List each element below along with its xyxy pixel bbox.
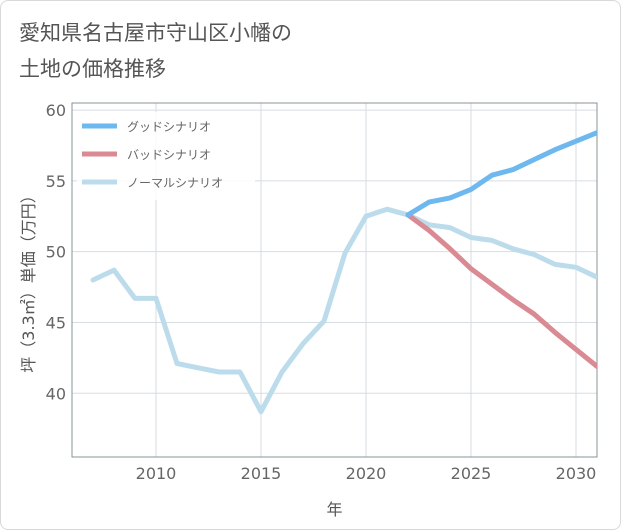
plot-frame — [71, 102, 598, 458]
chart-title: 愛知県名古屋市守山区小幡の 土地の価格推移 — [19, 15, 292, 87]
series-lines — [90, 130, 597, 415]
axes: 40 45 50 55 60 2010 2015 2020 2025 2030 — [46, 101, 598, 483]
y-axis-title: 坪（3.3㎡）単価（万円） — [19, 187, 38, 372]
y-tick-label: 60 — [46, 101, 66, 120]
y-tick-label: 50 — [46, 243, 66, 262]
x-tick-label: 2015 — [241, 464, 282, 483]
chart-title-line-1: 愛知県名古屋市守山区小幡の — [19, 21, 292, 45]
legend-label-2: ノーマルシナリオ — [127, 176, 223, 190]
legend-label-1: バッドシナリオ — [127, 148, 211, 162]
x-tick-label: 2025 — [451, 464, 492, 483]
chart-title-line-2: 土地の価格推移 — [19, 57, 166, 81]
y-tick-label: 45 — [46, 313, 66, 332]
x-tick-label: 2020 — [346, 464, 387, 483]
x-tick-label: 2010 — [136, 464, 177, 483]
series-line-1 — [405, 212, 597, 369]
x-axis-title: 年 — [326, 500, 342, 519]
y-tick-label: 55 — [46, 172, 66, 191]
series-line-2 — [90, 206, 597, 415]
y-tick-label: 40 — [46, 384, 66, 403]
series-line-0 — [405, 130, 597, 218]
legend-label-0: グッドシナリオ — [127, 120, 211, 134]
x-tick-label: 2030 — [556, 464, 597, 483]
